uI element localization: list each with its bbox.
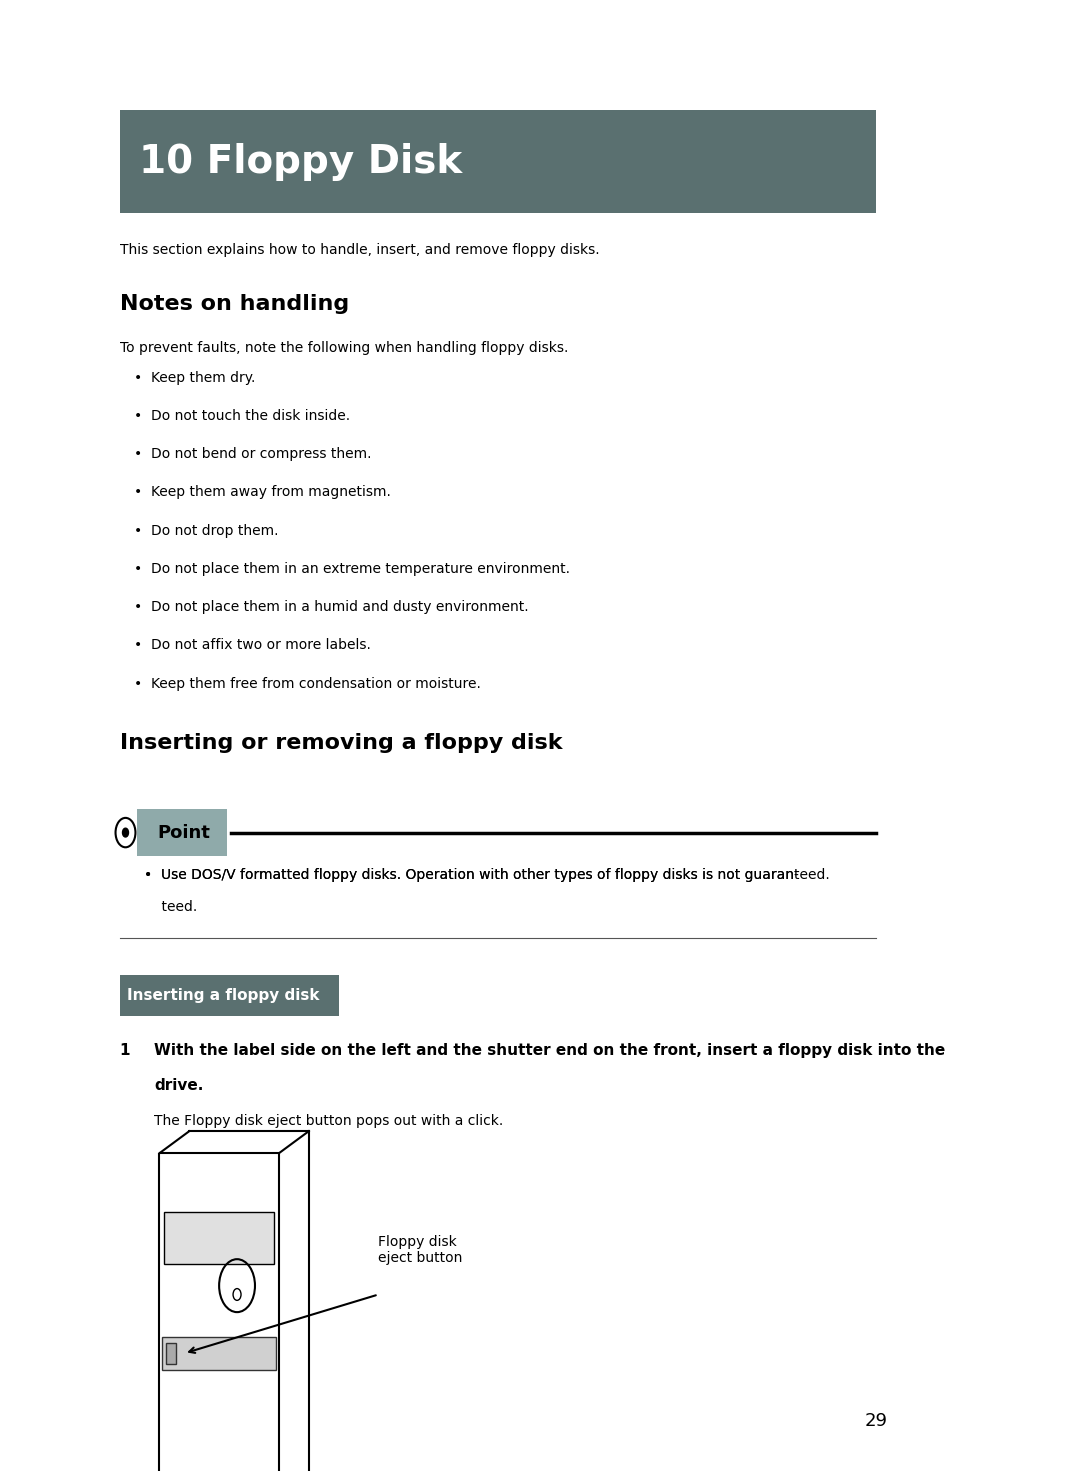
Text: •  Do not place them in a humid and dusty environment.: • Do not place them in a humid and dusty… xyxy=(135,600,529,615)
Text: •  Keep them free from condensation or moisture.: • Keep them free from condensation or mo… xyxy=(135,677,482,691)
Text: Inserting a floppy disk: Inserting a floppy disk xyxy=(127,989,320,1003)
Text: This section explains how to handle, insert, and remove floppy disks.: This section explains how to handle, ins… xyxy=(120,243,599,257)
Text: •  Keep them dry.: • Keep them dry. xyxy=(135,371,256,385)
Text: •  Keep them away from magnetism.: • Keep them away from magnetism. xyxy=(135,485,391,500)
Text: Notes on handling: Notes on handling xyxy=(120,294,349,315)
Text: To prevent faults, note the following when handling floppy disks.: To prevent faults, note the following wh… xyxy=(120,341,568,356)
FancyBboxPatch shape xyxy=(137,809,227,856)
FancyBboxPatch shape xyxy=(164,1212,274,1264)
Text: •  Use DOS/V formatted floppy disks. Operation with other types of floppy disks : • Use DOS/V formatted floppy disks. Oper… xyxy=(145,868,799,883)
FancyBboxPatch shape xyxy=(166,1343,176,1364)
Text: •  Use DOS/V formatted floppy disks. Operation with other types of floppy disks : • Use DOS/V formatted floppy disks. Oper… xyxy=(145,868,831,883)
FancyBboxPatch shape xyxy=(120,110,877,213)
Text: Point: Point xyxy=(158,824,211,841)
Text: 1: 1 xyxy=(120,1043,130,1058)
Text: •  Do not place them in an extreme temperature environment.: • Do not place them in an extreme temper… xyxy=(135,562,570,577)
Text: drive.: drive. xyxy=(154,1078,204,1093)
Text: teed.: teed. xyxy=(145,900,198,915)
Circle shape xyxy=(122,828,129,837)
Text: Inserting or removing a floppy disk: Inserting or removing a floppy disk xyxy=(120,733,562,753)
Text: •  Do not affix two or more labels.: • Do not affix two or more labels. xyxy=(135,638,372,653)
Text: The Floppy disk eject button pops out with a click.: The Floppy disk eject button pops out wi… xyxy=(154,1114,503,1128)
Text: •  Do not drop them.: • Do not drop them. xyxy=(135,524,279,538)
Text: With the label side on the left and the shutter end on the front, insert a flopp: With the label side on the left and the … xyxy=(154,1043,946,1058)
Text: 10 Floppy Disk: 10 Floppy Disk xyxy=(139,143,462,181)
Text: •  Do not bend or compress them.: • Do not bend or compress them. xyxy=(135,447,372,462)
FancyBboxPatch shape xyxy=(162,1337,275,1370)
Text: •  Do not touch the disk inside.: • Do not touch the disk inside. xyxy=(135,409,351,424)
Text: 29: 29 xyxy=(865,1412,888,1430)
FancyBboxPatch shape xyxy=(120,975,339,1016)
Text: Floppy disk
eject button: Floppy disk eject button xyxy=(378,1234,463,1265)
